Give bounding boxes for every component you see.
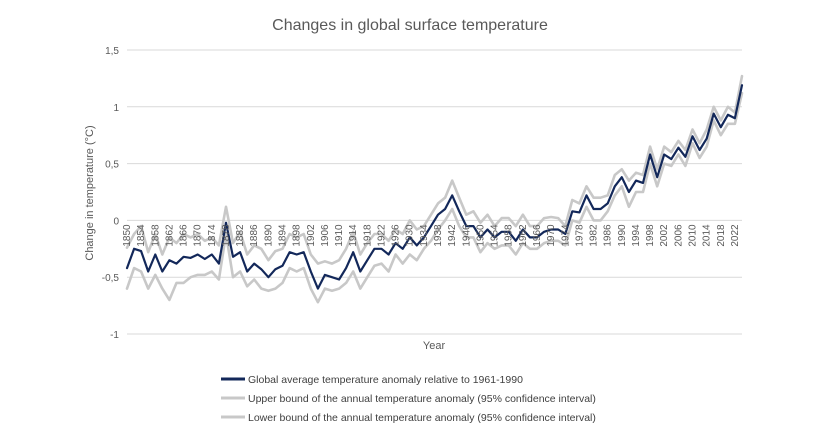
- y-tick-label: 0: [113, 216, 119, 227]
- x-tick-label: 1906: [320, 224, 331, 247]
- x-tick-label: 2022: [730, 224, 741, 247]
- upper-bound-line: [125, 74, 744, 265]
- legend-label: Lower bound of the annual temperature an…: [248, 412, 596, 424]
- x-tick-label: 1886: [249, 224, 260, 247]
- anomaly-line: [125, 84, 744, 290]
- x-tick-label: 1982: [589, 224, 600, 247]
- x-tick-label: 1854: [136, 224, 147, 247]
- x-tick-label: 1870: [193, 224, 204, 247]
- series-lines: [125, 74, 744, 304]
- x-tick-label: 1882: [235, 224, 246, 247]
- chart-title: Changes in global surface temperature: [272, 17, 548, 34]
- y-axis-label: Change in temperature (°C): [84, 125, 96, 260]
- y-tick-label: -1: [110, 330, 119, 341]
- legend-label: Global average temperature anomaly relat…: [248, 374, 523, 386]
- x-tick-label: 2002: [659, 224, 670, 247]
- y-tick-label: 0,5: [105, 160, 119, 171]
- x-tick-label: 1930: [405, 224, 416, 247]
- x-tick-label: 1934: [419, 224, 430, 247]
- legend: Global average temperature anomaly relat…: [221, 374, 596, 424]
- x-tick-label: 2018: [716, 224, 727, 247]
- x-tick-label: 1866: [179, 224, 190, 247]
- x-tick-label: 1966: [532, 224, 543, 247]
- x-tick-label: 1910: [334, 224, 345, 247]
- lower-bound-line: [125, 91, 744, 304]
- x-tick-label: 1926: [391, 224, 402, 247]
- x-tick-label: 1894: [278, 224, 289, 247]
- y-tick-label: 1: [113, 103, 119, 114]
- x-tick-label: 1850: [122, 224, 133, 247]
- x-tick-label: 1878: [221, 224, 232, 247]
- x-tick-label: 1858: [150, 224, 161, 247]
- x-tick-label: 2010: [688, 224, 699, 247]
- x-tick-label: 2014: [702, 224, 713, 247]
- x-tick-label: 1986: [603, 224, 614, 247]
- x-tick-label: 1970: [546, 224, 557, 247]
- x-tick-label: 1978: [574, 224, 585, 247]
- x-tick-label: 1938: [433, 224, 444, 247]
- x-tick-label: 1994: [631, 224, 642, 247]
- x-tick-label: 1874: [207, 224, 218, 247]
- x-axis-label: Year: [423, 340, 446, 352]
- y-tick-label: -0,5: [102, 273, 120, 284]
- x-tick-label: 1862: [164, 224, 175, 247]
- y-tick-label: 1,5: [105, 46, 119, 57]
- x-tick-label: 1914: [348, 224, 359, 247]
- x-tick-label: 1890: [263, 224, 274, 247]
- gridlines: [127, 49, 742, 335]
- x-tick-label: 1998: [645, 224, 656, 247]
- x-tick-label: 1946: [461, 224, 472, 247]
- x-tick-label: 1942: [447, 224, 458, 247]
- x-tick-label: 1918: [362, 224, 373, 247]
- x-tick-label: 1922: [376, 224, 387, 247]
- x-tick-label: 1902: [306, 224, 317, 247]
- x-tick-label: 1974: [560, 224, 571, 247]
- x-tick-label: 2006: [673, 224, 684, 247]
- x-tick-label: 1962: [518, 224, 529, 247]
- legend-label: Upper bound of the annual temperature an…: [248, 393, 596, 405]
- x-tick-label: 1950: [475, 224, 486, 247]
- y-axis-ticks: -1 -0,5 0 0,5 1 1,5: [102, 46, 120, 341]
- x-tick-label: 1898: [292, 224, 303, 247]
- x-axis-ticks: 1850 1854 1858 1862 1866 1870 1874 1878 1882 1886…: [122, 224, 741, 247]
- x-tick-label: 1954: [490, 224, 501, 247]
- x-tick-label: 1990: [617, 224, 628, 247]
- x-tick-label: 1958: [504, 224, 515, 247]
